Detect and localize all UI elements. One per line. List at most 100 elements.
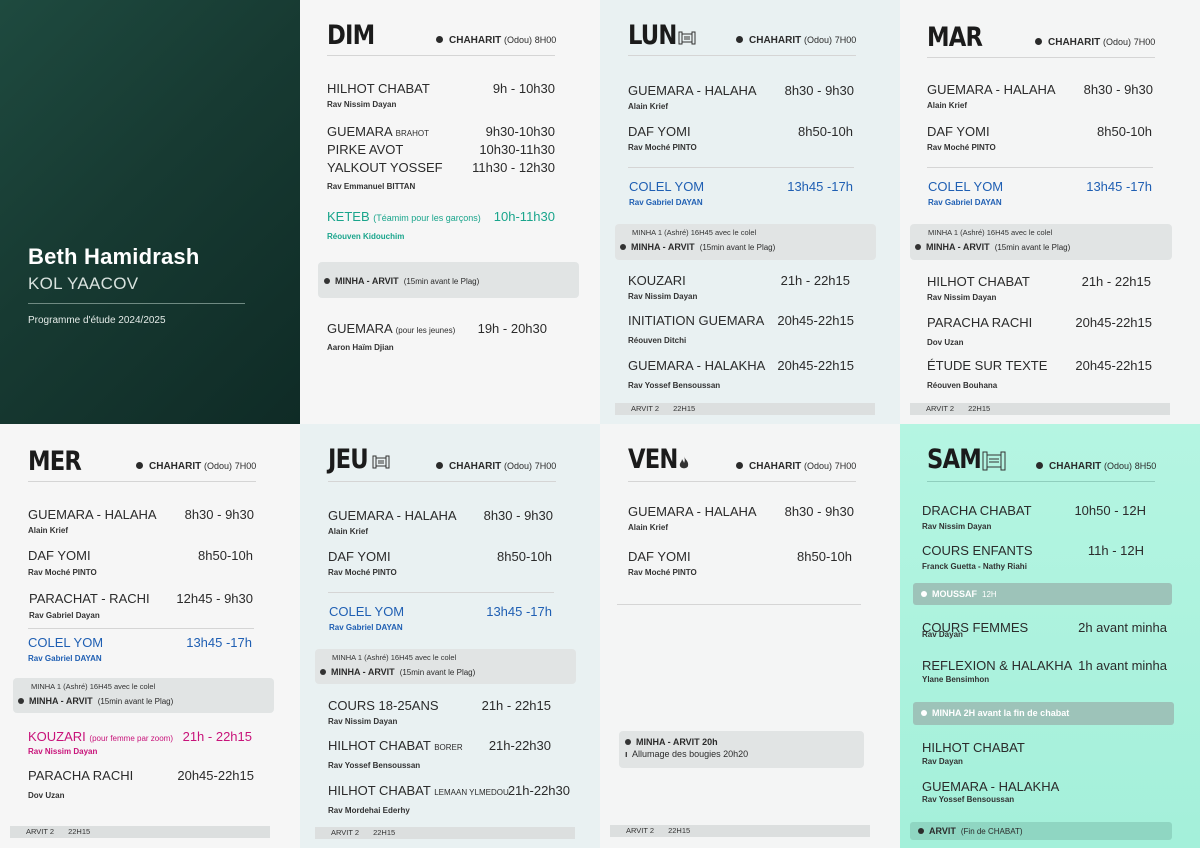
- course-rav: Aaron Haïm Djian: [327, 343, 394, 352]
- clock-icon: [1035, 38, 1042, 45]
- course-name: HILHOT CHABAT BORER: [328, 738, 463, 753]
- minha-arvit-label: MINHA - ARVIT (15min avant le Plag): [324, 276, 479, 286]
- course-name: GUEMARA BRAHOT: [327, 124, 429, 139]
- course-time: 21h-22h30: [507, 783, 570, 798]
- divider: [927, 167, 1153, 168]
- course-time: 8h30 - 9h30: [184, 507, 254, 522]
- divider: [628, 55, 856, 56]
- course-time: 1h avant minha: [1078, 658, 1167, 673]
- course-rav: Rav Dayan: [922, 757, 963, 766]
- course-time: 8h50-10h: [798, 124, 853, 139]
- shaharit-line: CHAHARIT (Odou) 7H00: [736, 461, 856, 472]
- course-name: COLEL YOM: [928, 179, 1004, 194]
- minha1-note: MINHA 1 (Ashré) 16H45 avec le colel: [332, 653, 457, 662]
- course-name: ÉTUDE SUR TEXTE: [927, 358, 1048, 373]
- clock-icon: [915, 244, 921, 250]
- shaharit-line: CHAHARIT (Odou) 8H50: [1036, 461, 1156, 472]
- cover-program: Programme d'étude 2024/2025: [28, 315, 166, 326]
- course-name: YALKOUT YOSSEF: [327, 160, 443, 175]
- cover-subtitle: KOL YAACOV: [28, 274, 139, 293]
- course-rav: Rav Gabriel DAYAN: [928, 198, 1002, 207]
- panel-sam: SAM CHAHARIT (Odou) 8H50 DRACHA CHABAT 1…: [900, 424, 1200, 848]
- day-title: DIM: [327, 20, 375, 51]
- course-time: 13h45 -17h: [1086, 179, 1152, 194]
- day-title: JEU: [328, 444, 369, 475]
- course-time: 9h - 10h30: [492, 81, 555, 96]
- day-title: SAM: [927, 444, 982, 475]
- clock-icon: [921, 591, 927, 597]
- clock-icon: [136, 462, 143, 469]
- divider: [328, 592, 554, 593]
- shaharit-line: CHAHARIT (Odou) 7H00: [436, 461, 556, 472]
- course-rav: Rav Gabriel DAYAN: [329, 623, 403, 632]
- divider: [628, 481, 856, 482]
- minha-arvit-box: [318, 262, 579, 298]
- shaharit-line: CHAHARIT (Odou) 8H00: [436, 35, 556, 46]
- divider: [927, 57, 1155, 58]
- course-name: GUEMARA - HALAHA: [927, 82, 1056, 97]
- minha-arvit-label: MINHA - ARVIT (15min avant le Plag): [620, 242, 775, 252]
- course-name: HILHOT CHABAT: [922, 740, 1025, 755]
- course-name: COURS 18-25ANS: [328, 698, 439, 713]
- day-title: LUN: [628, 20, 677, 51]
- cover-divider: [28, 303, 245, 304]
- day-title: VEN: [628, 444, 678, 475]
- panel-mer: MER CHAHARIT (Odou) 7H00 GUEMARA - HALAH…: [0, 424, 300, 848]
- course-rav: Alain Krief: [328, 527, 369, 536]
- course-name: GUEMARA - HALAHA: [28, 507, 157, 522]
- course-rav: Ylane Bensimhon: [922, 675, 990, 684]
- course-time: 12h45 - 9h30: [176, 591, 253, 606]
- course-rav: Rav Emmanuel BITTAN: [327, 182, 416, 191]
- clock-icon: [1036, 462, 1043, 469]
- course-time: 10h30-11h30: [479, 142, 555, 157]
- course-rav: Rav Yossef Bensoussan: [922, 795, 1015, 804]
- course-name: INITIATION GUEMARA: [628, 313, 765, 328]
- course-time: 20h45-22h15: [777, 358, 854, 373]
- panel-jeu: JEU CHAHARIT (Odou) 7H00 GUEMARA - HALAH…: [300, 424, 600, 848]
- clock-icon: [918, 828, 924, 834]
- panel-lun: LUN CHAHARIT (Odou) 7H00 GUEMARA - HALAH…: [600, 0, 900, 424]
- moussaf-bar: MOUSSAF 12H: [913, 583, 1172, 605]
- course-name: GUEMARA - HALAHA: [628, 504, 757, 519]
- course-name: REFLEXION & HALAKHA: [922, 658, 1073, 673]
- course-time: 10h50 - 12H: [1074, 503, 1146, 518]
- course-rav: Dov Uzan: [28, 791, 65, 800]
- course-name: DAF YOMI: [28, 548, 91, 563]
- minha1-note: MINHA 1 (Ashré) 16H45 avec le colel: [31, 682, 156, 691]
- course-name: DAF YOMI: [628, 124, 691, 139]
- course-name: PIRKE AVOT: [327, 142, 404, 157]
- divider: [628, 167, 854, 168]
- course-time: 19h - 20h30: [477, 321, 547, 336]
- divider: [328, 481, 556, 482]
- course-time: 21h - 22h15: [182, 729, 252, 744]
- course-time: 8h30 - 9h30: [483, 508, 553, 523]
- clock-icon: [625, 739, 631, 745]
- arvit2-bar: ARVIT 2 22H15: [315, 827, 575, 839]
- torah-scroll-icon: [372, 454, 390, 473]
- minha-bar: MINHA 2H avant la fin de chabat: [913, 702, 1174, 725]
- course-rav: Dov Uzan: [927, 338, 964, 347]
- minha-arvit-label: MINHA - ARVIT 20h: [625, 737, 718, 747]
- course-time: 10h-11h30: [493, 209, 555, 224]
- divider: [927, 481, 1155, 482]
- cover-title: Beth Hamidrash: [28, 244, 200, 269]
- course-rav: Rav Nissim Dayan: [922, 522, 992, 531]
- course-name: KETEB (Téamim pour les garçons): [327, 209, 481, 224]
- panel-ven: VEN CHAHARIT (Odou) 7H00 GUEMARA - HALAH…: [600, 424, 900, 848]
- course-rav: Rav Moché PINTO: [628, 143, 697, 152]
- divider: [617, 604, 861, 605]
- panel-mar: MAR CHAHARIT (Odou) 7H00 GUEMARA - HALAH…: [900, 0, 1200, 424]
- clock-icon: [620, 244, 626, 250]
- course-name: DRACHA CHABAT: [922, 503, 1032, 518]
- divider: [327, 55, 555, 56]
- arvit2-bar: ARVIT 2 22H15: [615, 403, 875, 415]
- course-rav: Alain Krief: [628, 523, 669, 532]
- course-rav: Rav Moché PINTO: [927, 143, 996, 152]
- candle-lighting: ı Allumage des bougies 20h20: [625, 749, 749, 759]
- course-rav: Rav Nissim Dayan: [628, 292, 698, 301]
- course-name: COLEL YOM: [28, 635, 104, 650]
- clock-icon: [736, 462, 743, 469]
- course-time: 13h45 -17h: [186, 635, 252, 650]
- minha-arvit-box: [315, 649, 576, 684]
- arvit2-bar: ARVIT 2 22H15: [910, 403, 1170, 415]
